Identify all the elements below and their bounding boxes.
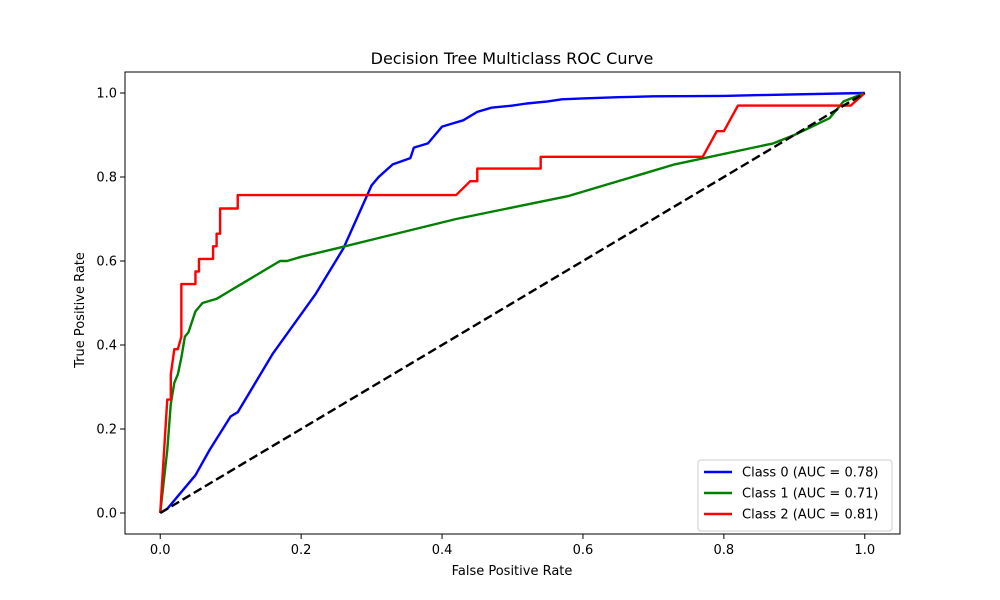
chance-diagonal-line xyxy=(159,91,866,515)
x-tick-label: 0.2 xyxy=(291,543,312,558)
legend-label: Class 0 (AUC = 0.78) xyxy=(742,466,878,481)
legend-label: Class 1 (AUC = 0.71) xyxy=(742,487,878,502)
y-tick-label: 0.2 xyxy=(96,423,117,438)
legend-label: Class 2 (AUC = 0.81) xyxy=(742,508,878,523)
x-tick-label: 0.0 xyxy=(150,543,171,558)
y-tick-label: 0.6 xyxy=(96,255,117,270)
y-tick-label: 0.8 xyxy=(96,171,117,186)
x-axis-label: False Positive Rate xyxy=(452,564,573,579)
legend: Class 0 (AUC = 0.78) Class 1 (AUC = 0.71)… xyxy=(697,459,893,532)
legend-box xyxy=(697,459,893,532)
x-tick-label: 0.4 xyxy=(432,543,453,558)
axes-frame xyxy=(124,71,901,535)
y-tick-label: 1.0 xyxy=(96,87,117,102)
x-tick-label: 1.0 xyxy=(854,543,875,558)
plot-area: 0.0 0.2 0.4 0.6 0.8 1.0 0.0 0.2 0.4 0.6 0.8 1.0 xyxy=(96,71,901,558)
y-tick-label: 0.4 xyxy=(96,339,117,354)
y-tick-label: 0.0 xyxy=(96,507,117,522)
y-axis-label: True Positive Rate xyxy=(73,252,88,369)
series-line-class-2 xyxy=(159,92,866,514)
x-tick-label: 0.6 xyxy=(573,543,594,558)
chart-title: Decision Tree Multiclass ROC Curve xyxy=(371,49,654,68)
x-tick-label: 0.8 xyxy=(714,543,735,558)
series-lines xyxy=(159,91,866,515)
series-line-class-1 xyxy=(159,91,866,514)
series-line-class-0 xyxy=(159,91,865,515)
